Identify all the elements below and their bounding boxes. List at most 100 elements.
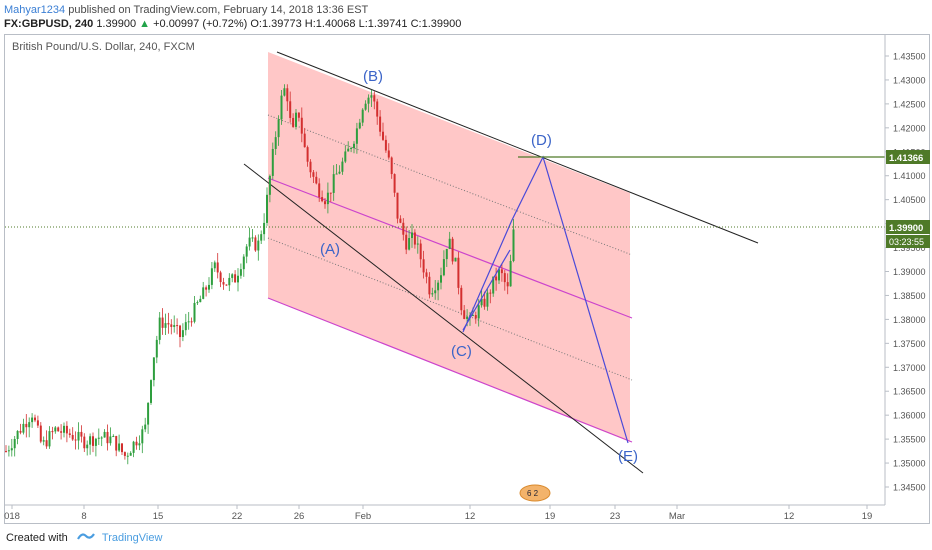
candle-body xyxy=(361,109,364,123)
candle-body xyxy=(155,339,158,358)
candle-body xyxy=(416,243,419,245)
candle-body xyxy=(300,117,303,134)
tradingview-brand-link[interactable]: TradingView xyxy=(101,532,163,544)
candle-body xyxy=(286,88,289,102)
candle-body xyxy=(150,380,152,403)
chart-frame xyxy=(4,34,930,524)
candle-body xyxy=(239,269,242,276)
candle-body xyxy=(34,417,36,421)
candle-body xyxy=(506,282,509,287)
candle-body xyxy=(181,330,184,338)
change-arrow: ▲ xyxy=(139,18,151,30)
y-tick-label: 1.41000 xyxy=(893,171,926,181)
candle-body xyxy=(387,150,390,158)
candle-body xyxy=(489,292,492,294)
change-value: +0.00997 (+0.72%) xyxy=(153,18,248,30)
candle-body xyxy=(344,151,347,162)
candle-body xyxy=(329,192,332,194)
candle-body xyxy=(161,317,164,328)
candle-body xyxy=(147,402,150,425)
candle-body xyxy=(242,256,245,270)
created-with-text: Created with xyxy=(6,532,68,544)
candle-body xyxy=(364,103,367,110)
x-tick-label: 19 xyxy=(862,511,873,522)
candle-body xyxy=(118,443,121,451)
event-badge[interactable]: 6 2 xyxy=(519,484,551,502)
x-tick-label: 12 xyxy=(465,511,476,522)
candle-body xyxy=(115,436,118,451)
candle-body xyxy=(324,201,326,205)
candle-body xyxy=(135,441,138,446)
candle-body xyxy=(338,171,341,174)
candle-body xyxy=(393,174,396,193)
tradingview-logo-icon[interactable] xyxy=(76,531,95,545)
candle-body xyxy=(123,452,126,456)
candle-body xyxy=(292,117,295,127)
candle-body xyxy=(199,298,202,303)
candle-body xyxy=(332,174,335,193)
candle-body xyxy=(315,176,318,184)
candle-body xyxy=(234,274,237,283)
candle-body xyxy=(19,430,22,433)
candle-body xyxy=(13,438,16,449)
candle-body xyxy=(54,427,57,432)
y-tick-label: 1.39500 xyxy=(893,243,926,253)
price-label-last-text: 1.39900 xyxy=(889,223,923,234)
candle-body xyxy=(36,420,39,426)
candle-body xyxy=(80,431,83,437)
candle-body xyxy=(103,431,106,438)
candle-body xyxy=(486,292,489,307)
y-tick-label: 1.42000 xyxy=(893,123,926,133)
candle-body xyxy=(434,290,437,294)
symbol-info: FX:GBPUSD, 240 1.39900 ▲ +0.00997 (+0.72… xyxy=(4,17,461,31)
candle-body xyxy=(31,417,34,423)
y-tick-label: 1.43000 xyxy=(893,75,926,85)
x-tick-label: 22 xyxy=(232,511,243,522)
y-tick-label: 1.36000 xyxy=(893,411,926,421)
published-text: published on TradingView.com, February 1… xyxy=(65,4,369,16)
y-tick-label: 1.40500 xyxy=(893,195,926,205)
candle-body xyxy=(396,192,399,219)
candle-body xyxy=(309,161,312,173)
candle-body xyxy=(437,282,440,291)
y-tick-label: 1.42500 xyxy=(893,99,926,109)
candle-body xyxy=(228,277,231,286)
candles xyxy=(5,84,515,465)
price-label-last: 1.39900 xyxy=(886,220,930,234)
y-tick-label: 1.34500 xyxy=(893,483,926,493)
candle-body xyxy=(373,95,376,102)
x-tick-label: 26 xyxy=(294,511,305,522)
candle-body xyxy=(341,161,344,172)
candle-body xyxy=(187,321,190,323)
wave-projection xyxy=(462,155,629,444)
x-tick-label: 19 xyxy=(545,511,556,522)
y-tick-label: 1.37500 xyxy=(893,339,926,349)
candle-body xyxy=(141,429,144,444)
y-tick-label: 1.38500 xyxy=(893,291,926,301)
candle-body xyxy=(503,273,506,283)
candle-body xyxy=(216,262,219,273)
candle-body xyxy=(112,436,115,438)
candle-body xyxy=(63,425,65,433)
candle-body xyxy=(97,437,100,439)
candle-body xyxy=(492,276,495,294)
author-link[interactable]: Mahyar1234 xyxy=(4,4,66,16)
candle-body xyxy=(274,137,277,149)
wave-c-to-d-up xyxy=(462,249,511,331)
lower-trendline xyxy=(243,163,644,474)
candle-body xyxy=(408,238,411,250)
candle-body xyxy=(179,325,181,338)
candle-body xyxy=(158,317,161,340)
candle-body xyxy=(445,248,448,260)
candle-body xyxy=(92,436,94,446)
candle-body xyxy=(225,284,228,286)
candle-body xyxy=(306,147,309,162)
candle-body xyxy=(193,302,196,322)
candle-body xyxy=(405,234,408,250)
channel-upper-dotted xyxy=(267,114,633,256)
candle-body xyxy=(94,438,97,446)
wave-label-d: (D) xyxy=(531,132,552,149)
candle-body xyxy=(390,157,393,175)
candle-body xyxy=(271,148,274,176)
